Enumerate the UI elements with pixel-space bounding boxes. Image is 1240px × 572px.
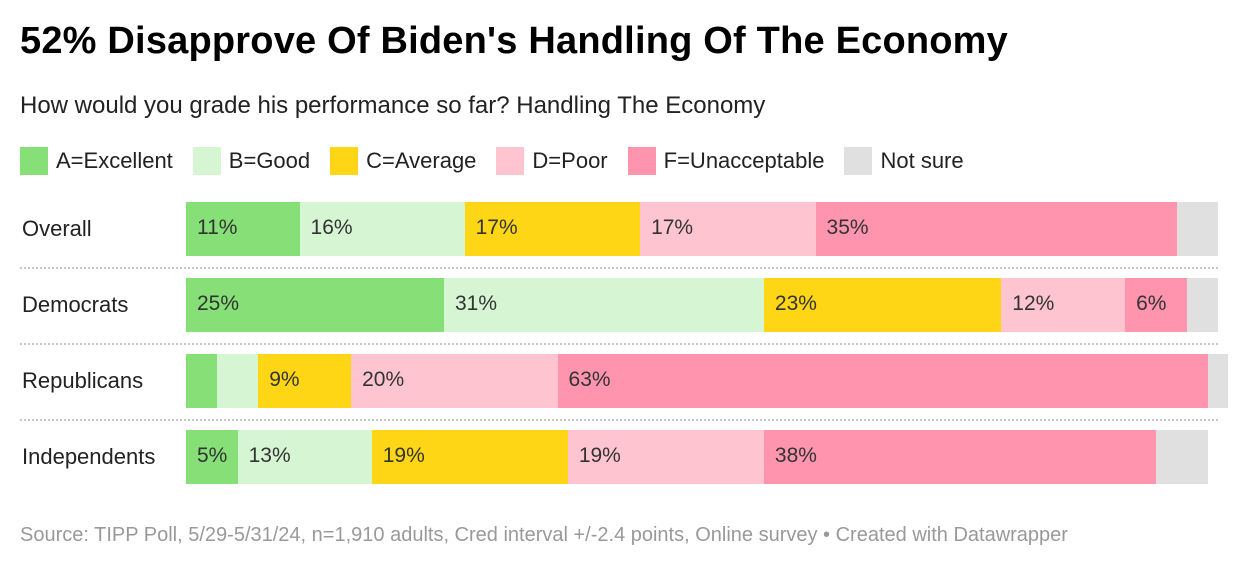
chart-title: 52% Disapprove Of Biden's Handling Of Th…: [20, 20, 1009, 62]
bar-segment: [216, 354, 259, 408]
legend-item: F=Unacceptable: [627, 147, 825, 175]
bar-segment: [258, 354, 352, 408]
legend-swatch: [627, 147, 656, 175]
bar-segment: [763, 278, 1002, 332]
bar-segment: [1207, 354, 1229, 408]
row-divider: [20, 267, 1218, 269]
bar-segment: [763, 430, 1157, 484]
legend-item: Not sure: [844, 147, 964, 175]
legend-swatch: [330, 147, 359, 175]
bar-value-label: 17%: [475, 216, 518, 239]
bar-segment: [640, 202, 816, 256]
row-label: Overall: [22, 216, 92, 241]
bar-value-label: 23%: [774, 292, 817, 315]
bar-segment: [237, 430, 372, 484]
bar-segment: [186, 354, 217, 408]
bar-value-label: 17%: [651, 216, 694, 239]
bar-value-label: 16%: [310, 216, 353, 239]
legend-item: C=Average: [330, 147, 476, 175]
bar-value-label: 25%: [197, 292, 240, 315]
chart-subtitle: How would you grade his performance so f…: [20, 92, 766, 119]
bar-segment: [1187, 278, 1218, 332]
legend-swatch: [192, 147, 221, 175]
bar-value-label: 31%: [455, 292, 498, 315]
bar-segment: [299, 202, 465, 256]
legend-item: D=Poor: [496, 147, 608, 175]
bar-segment: [1125, 278, 1188, 332]
legend-swatch: [844, 147, 873, 175]
bar-value-label: 63%: [568, 368, 611, 391]
bar-segment: [1001, 278, 1126, 332]
bar-segment: [1156, 430, 1208, 484]
bar-segment: [1176, 202, 1218, 256]
row-divider: [20, 343, 1218, 345]
bar-segment: [815, 202, 1177, 256]
bar-segment: [557, 354, 1208, 408]
source-note: Source: TIPP Poll, 5/29-5/31/24, n=1,910…: [20, 524, 1068, 546]
legend-swatch: [496, 147, 525, 175]
bar-value-label: 13%: [248, 444, 291, 467]
legend-label: Not sure: [880, 148, 964, 173]
bar-segment: [186, 430, 238, 484]
bar-value-label: 20%: [362, 368, 405, 391]
bar-value-label: 19%: [578, 444, 621, 467]
legend-label: F=Unacceptable: [663, 148, 825, 173]
bar-segment: [351, 354, 558, 408]
legend-swatch: [20, 147, 48, 175]
bar-segment: [464, 202, 641, 256]
chart-legend: A=Excellent B=Good C=Average D=Poor F=Unacce…: [20, 146, 984, 176]
row-label: Democrats: [22, 292, 129, 317]
legend-label: C=Average: [366, 148, 477, 173]
bar-value-label: 9%: [269, 368, 300, 391]
bar-value-label: 11%: [197, 216, 238, 239]
row-label: Independents: [22, 444, 156, 469]
bar-segment: [567, 430, 764, 484]
bar-segment: [371, 430, 568, 484]
row-divider: [20, 419, 1218, 421]
bar-value-label: 38%: [774, 444, 817, 467]
legend-item: A=Excellent: [20, 147, 173, 175]
bar-value-label: 19%: [382, 444, 425, 467]
bar-segment: [186, 278, 444, 332]
legend-item: B=Good: [192, 147, 311, 175]
bar-value-label: 35%: [826, 216, 869, 239]
bar-value-label: 5%: [197, 444, 228, 467]
bar-value-label: 12%: [1012, 292, 1055, 315]
legend-label: B=Good: [228, 148, 311, 173]
bar-segment: [186, 202, 300, 256]
bar-segment: [444, 278, 764, 332]
row-label: Republicans: [22, 368, 144, 393]
legend-label: A=Excellent: [56, 148, 173, 173]
legend-label: D=Poor: [532, 148, 608, 173]
bar-value-label: 6%: [1136, 292, 1167, 315]
